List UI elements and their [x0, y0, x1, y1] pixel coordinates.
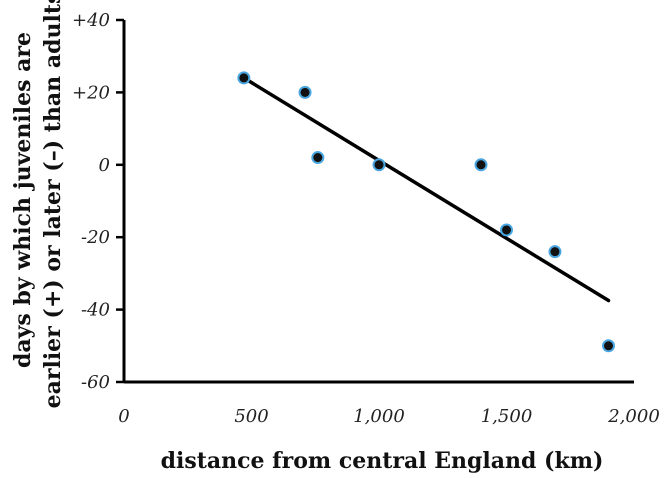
data-points: [237, 71, 615, 353]
x-tick-label: 1,000: [353, 406, 405, 427]
data-point: [548, 245, 562, 259]
y-tick-label: +40: [72, 10, 110, 31]
y-axis-title: days by which juveniles are earlier (+) …: [10, 0, 66, 408]
data-point: [602, 339, 615, 353]
y-tick-label: 0: [99, 155, 110, 176]
data-point: [372, 158, 386, 172]
x-tick-label: 1,500: [481, 406, 533, 427]
y-tick-label: -40: [81, 300, 110, 321]
y-tick-label: -20: [81, 227, 110, 248]
y-tick-label: +20: [72, 82, 110, 103]
y-axis-title-line-1: days by which juveniles are: [10, 32, 36, 368]
data-point: [298, 85, 312, 99]
data-point: [474, 158, 488, 172]
x-axis-title: distance from central England (km): [161, 448, 604, 474]
trend-line: [242, 76, 611, 303]
data-point: [500, 223, 513, 237]
x-tick-label: 2,000: [607, 406, 660, 427]
x-tick-label: 500: [234, 406, 268, 427]
y-axis-title-line-2: earlier (+) or later (–) than adults: [40, 0, 66, 408]
ticks: +40 +20 0 -20 -40 -60 0 500 1,000 1,500 2,000: [72, 10, 660, 427]
axes: [122, 20, 634, 384]
data-point: [311, 151, 325, 165]
x-tick-label: 0: [118, 406, 129, 427]
y-tick-label: -60: [81, 372, 110, 393]
data-point: [237, 71, 251, 85]
